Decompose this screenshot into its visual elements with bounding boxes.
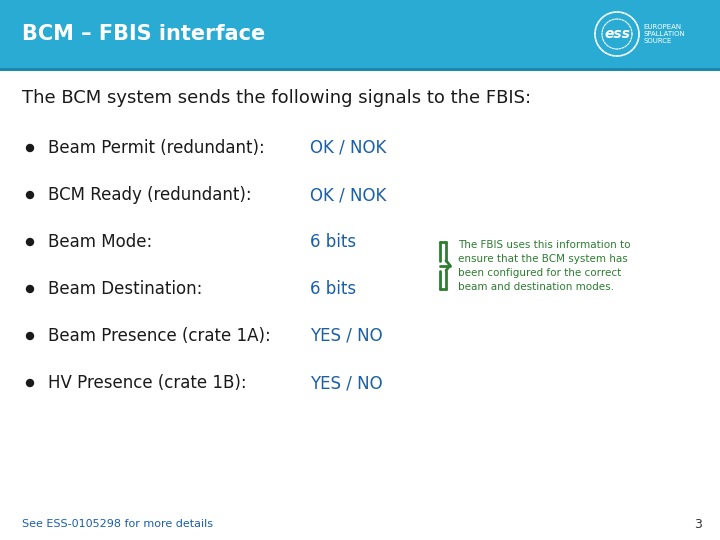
Circle shape: [27, 145, 34, 152]
Text: Beam Permit (redundant):: Beam Permit (redundant):: [48, 139, 265, 157]
FancyBboxPatch shape: [0, 68, 720, 71]
Text: The FBIS uses this information to
ensure that the BCM system has
been configured: The FBIS uses this information to ensure…: [458, 240, 631, 292]
Text: Beam Mode:: Beam Mode:: [48, 233, 152, 251]
Text: EUROPEAN: EUROPEAN: [643, 24, 681, 30]
FancyBboxPatch shape: [0, 0, 720, 68]
Circle shape: [27, 380, 34, 387]
Text: YES / NO: YES / NO: [310, 327, 382, 345]
Text: HV Presence (crate 1B):: HV Presence (crate 1B):: [48, 374, 247, 392]
Text: OK / NOK: OK / NOK: [310, 186, 387, 204]
Text: See ESS-0105298 for more details: See ESS-0105298 for more details: [22, 519, 213, 529]
Text: ess: ess: [604, 27, 630, 41]
Text: The BCM system sends the following signals to the FBIS:: The BCM system sends the following signa…: [22, 89, 531, 107]
Circle shape: [27, 239, 34, 246]
Text: OK / NOK: OK / NOK: [310, 139, 387, 157]
Text: 3: 3: [694, 517, 702, 530]
Text: SPALLATION: SPALLATION: [643, 31, 685, 37]
Text: BCM Ready (redundant):: BCM Ready (redundant):: [48, 186, 251, 204]
Text: BCM – FBIS interface: BCM – FBIS interface: [22, 24, 265, 44]
Circle shape: [27, 333, 34, 340]
Circle shape: [27, 192, 34, 199]
Circle shape: [27, 286, 34, 293]
Text: SOURCE: SOURCE: [643, 38, 671, 44]
Text: 6 bits: 6 bits: [310, 233, 356, 251]
Text: Beam Destination:: Beam Destination:: [48, 280, 202, 298]
Text: YES / NO: YES / NO: [310, 374, 382, 392]
Text: Beam Presence (crate 1A):: Beam Presence (crate 1A):: [48, 327, 271, 345]
Text: 6 bits: 6 bits: [310, 280, 356, 298]
